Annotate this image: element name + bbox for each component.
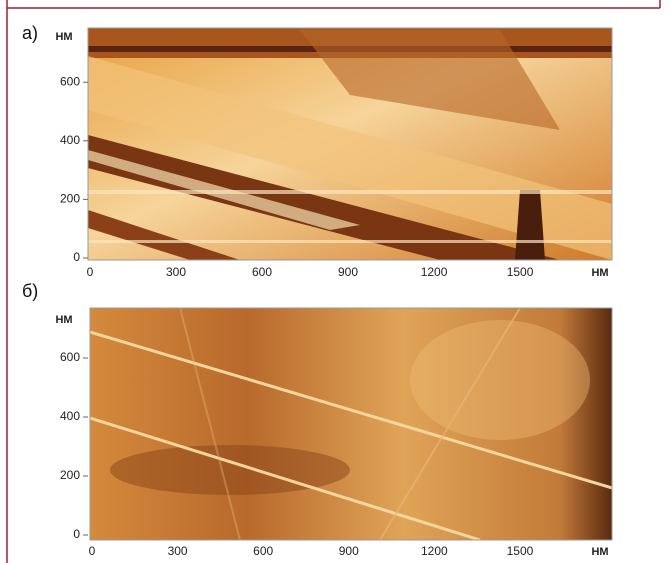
y-tick-label: 0 — [73, 527, 80, 541]
x-tick-label: 900 — [338, 265, 358, 279]
x-tick-label: 900 — [339, 544, 359, 558]
x-tick-label: 300 — [166, 265, 186, 279]
x-unit: НМ — [591, 546, 608, 558]
x-tick-label: 600 — [252, 265, 272, 279]
y-tick-label: 600 — [60, 350, 80, 364]
x-tick-label: 1500 — [507, 265, 534, 279]
y-tick-label: 200 — [60, 468, 80, 482]
y-tick-label: 0 — [73, 250, 80, 264]
y-tick-label: 400 — [60, 409, 80, 423]
figure: а) НМ НМ 0 200 400 600 0 300 600 900 1200 1500 б) НМ НМ… — [0, 0, 671, 563]
x-unit: НМ — [591, 267, 608, 279]
x-tick-label: 600 — [253, 544, 273, 558]
panel-label: б) — [22, 281, 38, 301]
y-unit: НМ — [55, 31, 72, 43]
afm-image-a — [88, 28, 612, 260]
panel-label: а) — [22, 23, 38, 43]
afm-image-b — [90, 308, 612, 540]
y-unit: НМ — [55, 314, 72, 326]
x-tick-label: 0 — [87, 265, 94, 279]
x-tick-label: 1200 — [421, 544, 448, 558]
x-tick-label: 1200 — [421, 265, 448, 279]
x-tick-label: 1500 — [507, 544, 534, 558]
x-tick-label: 0 — [89, 544, 96, 558]
y-tick-label: 200 — [60, 192, 80, 206]
y-tick-label: 400 — [60, 133, 80, 147]
y-tick-label: 600 — [60, 74, 80, 88]
x-tick-label: 300 — [168, 544, 188, 558]
